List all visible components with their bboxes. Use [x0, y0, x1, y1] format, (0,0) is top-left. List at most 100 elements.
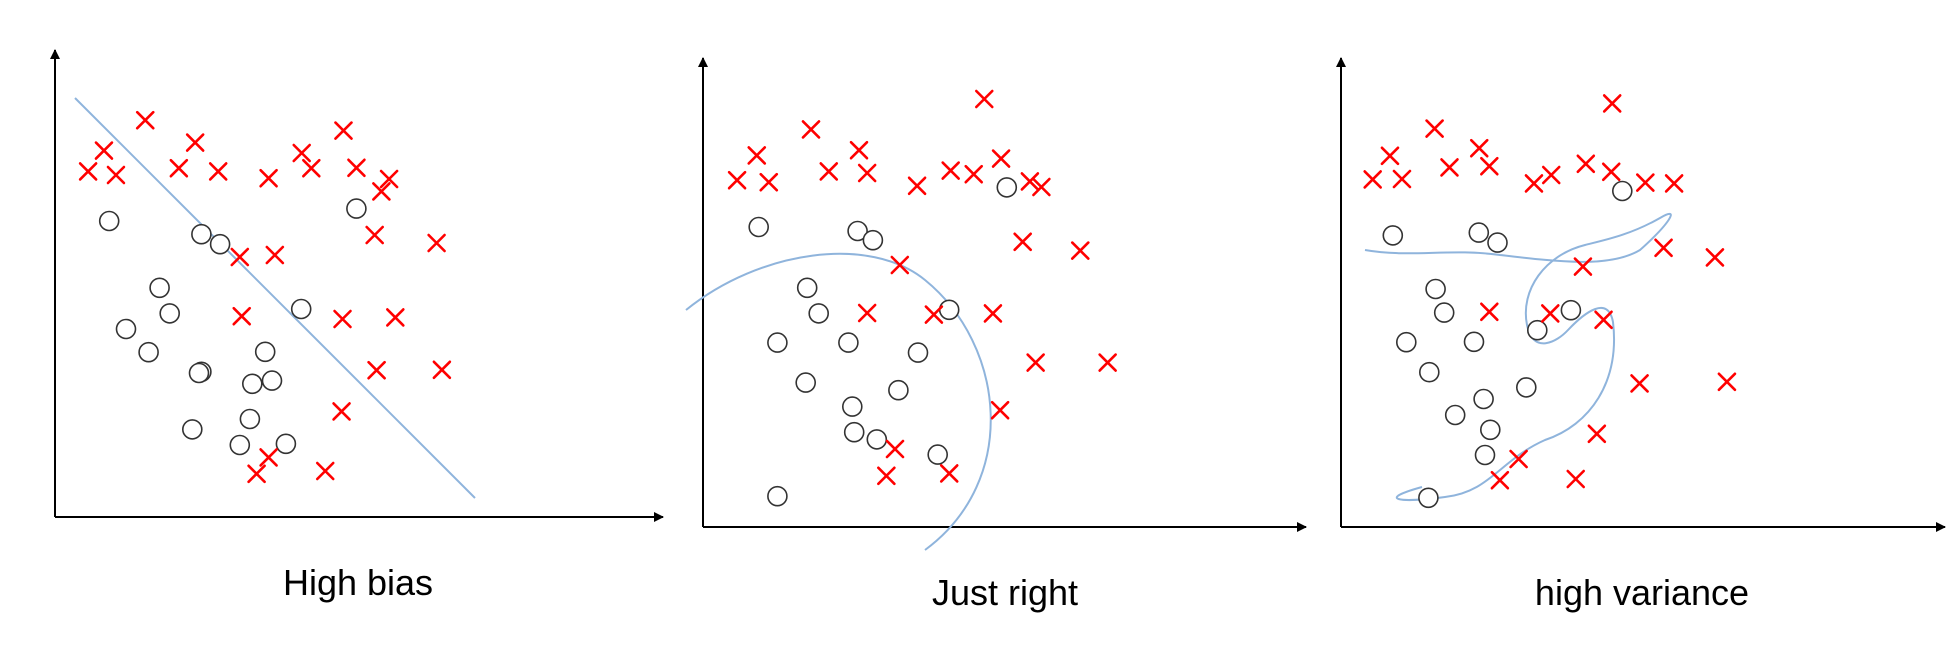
circle-point: [1418, 487, 1439, 509]
circle-point: [841, 396, 863, 417]
circle-point: [1419, 361, 1440, 383]
cross-point: [315, 461, 335, 481]
cross-point: [857, 303, 877, 323]
circle-point: [182, 419, 203, 440]
cross-point: [983, 304, 1003, 323]
cross-point: [432, 360, 452, 380]
cross-point: [877, 466, 896, 486]
cross-point: [1566, 469, 1586, 489]
cross-point: [94, 141, 114, 160]
cross-point: [939, 464, 959, 483]
circle-point: [1425, 278, 1446, 300]
cross-point: [333, 309, 352, 329]
circle-point: [1527, 319, 1548, 341]
circle-point: [888, 379, 909, 401]
cross-point: [365, 225, 384, 245]
cross-point: [1013, 232, 1032, 252]
circle-point: [808, 303, 830, 324]
cross-point: [106, 165, 126, 185]
circle-point: [795, 372, 817, 393]
cross-point: [78, 162, 98, 181]
circle-point: [242, 373, 263, 395]
decision-boundary-arc: [685, 252, 992, 551]
cross-point: [1524, 174, 1544, 193]
cross-point: [386, 308, 405, 327]
circle-point: [239, 408, 261, 430]
cross-point: [247, 464, 266, 484]
cross-point: [924, 305, 944, 324]
cross-point: [208, 162, 228, 181]
cross-point: [890, 255, 910, 275]
circle-point: [862, 229, 884, 251]
cross-point: [185, 133, 205, 152]
cross-point: [1469, 138, 1489, 158]
cross-point: [1705, 248, 1725, 267]
cross-point: [974, 89, 994, 109]
panel-high-bias: [50, 49, 664, 522]
cross-point: [1020, 172, 1040, 191]
cross-point: [259, 168, 278, 188]
cross-point: [367, 360, 386, 380]
cross-point: [747, 146, 767, 165]
cross-point: [332, 402, 351, 421]
circle-point: [1480, 419, 1501, 441]
circle-point: [209, 233, 231, 255]
circle-point: [275, 433, 297, 455]
circle-point: [1444, 404, 1466, 426]
circle-point: [927, 444, 949, 465]
cross-point: [1587, 424, 1607, 444]
cross-point: [334, 121, 353, 140]
caption-high-bias: High bias: [282, 562, 434, 603]
cross-point: [1440, 158, 1459, 177]
cross-point: [1654, 238, 1673, 258]
circle-point: [796, 277, 818, 299]
circle-point: [1516, 377, 1537, 398]
circle-point: [149, 277, 170, 299]
circle-point: [748, 216, 770, 238]
cross-point: [292, 143, 312, 163]
circle-point: [1612, 180, 1633, 202]
circle-point: [1468, 222, 1490, 243]
caption-high-variance: high variance: [1534, 572, 1750, 613]
cross-point: [857, 163, 877, 183]
circle-point: [159, 303, 180, 324]
cross-point: [1070, 241, 1090, 260]
circle-point: [1382, 225, 1404, 246]
cross-point: [1098, 353, 1117, 372]
cross-point: [801, 120, 821, 139]
cross-point: [1363, 170, 1382, 189]
cross-point: [1509, 449, 1528, 469]
cross-point: [1664, 174, 1684, 193]
circle-point: [138, 341, 159, 363]
cross-point: [1392, 169, 1412, 189]
circle-point: [767, 485, 788, 507]
circle-point: [1463, 331, 1485, 353]
circle-point: [838, 332, 859, 353]
cross-point: [1425, 119, 1444, 138]
circle-point: [1396, 331, 1417, 353]
circle-point: [866, 429, 888, 450]
cross-point: [1601, 162, 1621, 182]
circle-point: [115, 318, 137, 340]
circle-point: [290, 298, 312, 320]
cross-point: [1480, 302, 1499, 322]
cross-point: [819, 162, 839, 181]
cross-point: [1573, 257, 1593, 276]
cross-point: [1480, 156, 1499, 176]
cross-point: [990, 400, 1010, 420]
circle-point: [938, 299, 960, 321]
decision-boundary-wiggly: [1364, 212, 1672, 501]
cross-point: [727, 170, 747, 190]
circle-point: [1487, 232, 1508, 253]
circle-point: [847, 220, 868, 242]
cross-point: [265, 245, 285, 265]
cross-point: [1540, 304, 1560, 323]
cross-point: [1490, 470, 1510, 490]
caption-just-right: Just right: [931, 572, 1079, 613]
cross-point: [1576, 154, 1596, 174]
circle-point: [98, 210, 120, 232]
cross-point: [302, 158, 321, 178]
circle-point: [767, 332, 788, 353]
cross-point: [1630, 374, 1649, 393]
